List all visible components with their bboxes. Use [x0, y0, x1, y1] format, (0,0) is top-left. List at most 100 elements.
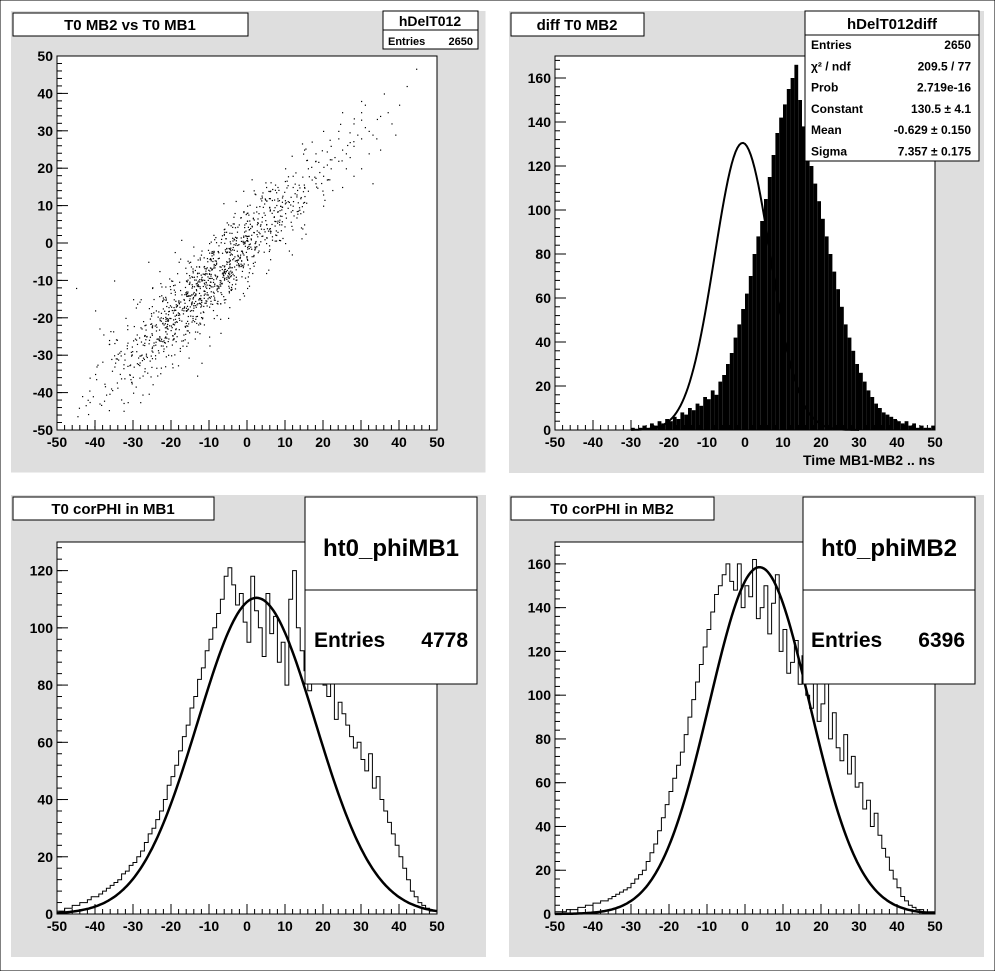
scatter-point	[214, 264, 217, 267]
y-tick-label: 0	[45, 235, 53, 251]
scatter-point	[220, 285, 222, 287]
stats-name: ht0_phiMB1	[323, 535, 459, 562]
scatter-point	[159, 319, 161, 322]
scatter-point	[156, 367, 158, 369]
x-tick-label: 10	[277, 918, 293, 934]
scatter-point	[105, 394, 108, 396]
scatter-point	[172, 335, 174, 337]
scatter-point	[166, 327, 168, 330]
scatter-point	[204, 274, 206, 276]
scatter-point	[345, 168, 347, 170]
scatter-point	[277, 200, 279, 202]
scatter-point	[141, 360, 144, 362]
scatter-point	[166, 323, 169, 326]
scatter-point	[209, 287, 211, 290]
axes: -50 -40 -30 -20 -10 0 10 20 30 40 50 -50 -40 -30 -20 -1…	[33, 48, 445, 450]
scatter-point	[284, 191, 286, 193]
scatter-point	[263, 212, 265, 214]
scatter-point	[161, 295, 163, 297]
scatter-point	[222, 276, 224, 278]
scatter-point	[209, 243, 211, 245]
scatter-point	[292, 201, 295, 203]
scatter-point	[229, 274, 231, 276]
pad-scatter: -50 -40 -30 -20 -10 0 10 20 30 40 50 -50 -40 -30 -20 -1…	[11, 10, 487, 474]
histogram-bar	[718, 381, 723, 430]
scatter-point	[250, 227, 252, 230]
scatter-point	[139, 377, 141, 379]
histogram-bar	[710, 390, 715, 430]
scatter-point	[254, 248, 256, 250]
scatter-point	[229, 267, 231, 269]
scatter-point	[199, 278, 201, 281]
scatter-point	[131, 346, 133, 348]
scatter-point	[188, 295, 191, 297]
scatter-point	[251, 226, 253, 228]
scatter-point	[223, 234, 225, 236]
scatter-point	[215, 263, 218, 265]
scatter-point	[213, 251, 215, 253]
histogram-bar	[878, 408, 882, 430]
scatter-point	[140, 341, 143, 343]
scatter-point	[142, 357, 145, 359]
histogram-bar	[881, 412, 886, 430]
x-tick-label: -10	[697, 918, 717, 934]
scatter-point	[188, 323, 190, 325]
scatter-point	[227, 275, 229, 277]
scatter-point	[230, 247, 232, 249]
scatter-point	[186, 272, 188, 275]
scatter-point	[213, 295, 215, 297]
scatter-point	[261, 235, 263, 238]
scatter-point	[173, 324, 176, 326]
scatter-point	[174, 354, 176, 356]
scatter-point	[241, 265, 243, 267]
scatter-point	[209, 345, 211, 347]
histogram-bar	[783, 104, 787, 431]
scatter-point	[212, 286, 214, 288]
scatter-point	[172, 280, 174, 282]
scatter-point	[271, 236, 274, 238]
scatter-point	[218, 257, 220, 259]
scatter-point	[203, 266, 205, 268]
scatter-point	[212, 260, 214, 263]
scatter-point	[237, 263, 240, 265]
x-tick-label: 0	[741, 434, 749, 450]
scatter-point	[236, 261, 238, 263]
scatter-point	[231, 249, 234, 251]
gaussian-fit-curve	[56, 596, 438, 915]
scatter-point	[314, 176, 316, 178]
scatter-point	[205, 281, 207, 283]
scatter-point	[290, 221, 292, 223]
scatter-point	[302, 176, 304, 178]
scatter-point	[200, 254, 203, 256]
scatter-point	[290, 196, 292, 198]
scatter-point	[172, 312, 175, 314]
scatter-point	[265, 199, 267, 201]
scatter-point	[213, 263, 215, 266]
scatter-point	[254, 261, 256, 263]
scatter-point	[187, 330, 189, 332]
scatter-point	[206, 257, 209, 260]
scatter-point	[340, 123, 342, 125]
scatter-point	[185, 322, 187, 325]
scatter-point	[241, 251, 244, 253]
scatter-point	[237, 259, 240, 261]
scatter-point	[193, 305, 195, 307]
scatter-point	[145, 329, 147, 331]
scatter-point	[230, 225, 232, 227]
scatter-point	[203, 297, 205, 299]
scatter-point	[242, 292, 245, 295]
scatter-point	[200, 278, 203, 280]
axes: -50 -40 -30 -20 -10 0 10 20 30 40 50 0 20 40 60 80 100 12…	[528, 59, 943, 450]
histogram-bar	[779, 117, 783, 430]
scatter-point	[192, 315, 194, 318]
scatter-point	[232, 246, 234, 249]
scatter-point	[200, 312, 202, 314]
y-tick-label: 120	[30, 563, 54, 579]
scatter-point	[132, 351, 134, 353]
histogram-bar	[737, 324, 742, 430]
scatter-point	[220, 303, 222, 305]
scatter-point	[216, 276, 218, 278]
scatter-point	[261, 195, 263, 197]
scatter-point	[194, 321, 196, 323]
stats-name: hDelT012diff	[847, 16, 938, 33]
